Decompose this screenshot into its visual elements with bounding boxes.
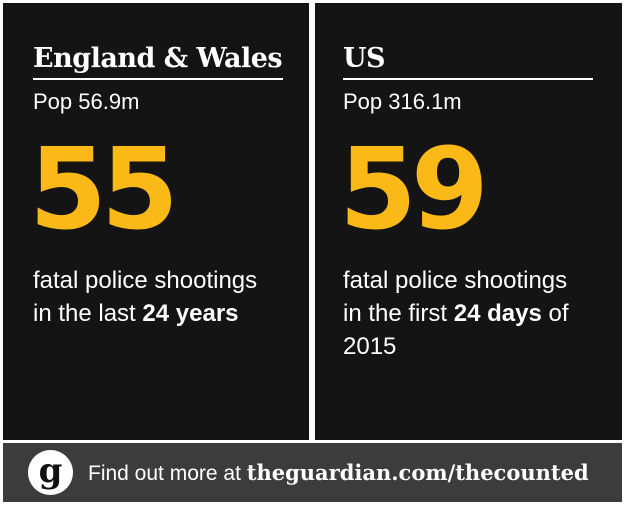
text: of <box>541 300 569 327</box>
big-number: 59 <box>339 125 489 255</box>
bold-text: 24 days <box>453 300 542 327</box>
panel-title: England & Wales <box>33 41 283 80</box>
text: 2015 <box>343 333 397 360</box>
text: Find out more at <box>88 462 247 485</box>
text: in the last <box>33 300 143 327</box>
description-line: in the last 24 years <box>33 297 309 330</box>
population: Pop 56.9m <box>33 89 140 114</box>
population: Pop 316.1m <box>343 89 462 114</box>
bold-text: 24 years <box>142 300 239 327</box>
big-number: 55 <box>29 125 179 255</box>
description-line: fatal police shootings <box>343 264 622 297</box>
description: fatal police shootings in the last 24 yea… <box>33 264 309 330</box>
panel: England & Wales Pop 56.9m 55 fatal polic… <box>3 3 309 440</box>
logo[interactable]: g <box>28 450 73 495</box>
panel: US Pop 316.1m 59 fatal police shootings i… <box>315 3 622 440</box>
text: fatal police shootings <box>33 267 258 294</box>
footer: g Find out more at theguardian.com/theco… <box>3 443 622 502</box>
description-line: in the first 24 days of <box>343 297 622 330</box>
panel-title: US <box>343 41 593 80</box>
footer-text: Find out more at theguardian.com/thecoun… <box>88 443 589 503</box>
text: in the first <box>343 300 454 327</box>
description: fatal police shootings in the first 24 da… <box>343 264 622 363</box>
description-line: fatal police shootings <box>33 264 309 297</box>
description-line: 2015 <box>343 330 622 363</box>
text: fatal police shootings <box>343 267 568 294</box>
bold-text[interactable]: theguardian.com/thecounted <box>246 460 589 485</box>
